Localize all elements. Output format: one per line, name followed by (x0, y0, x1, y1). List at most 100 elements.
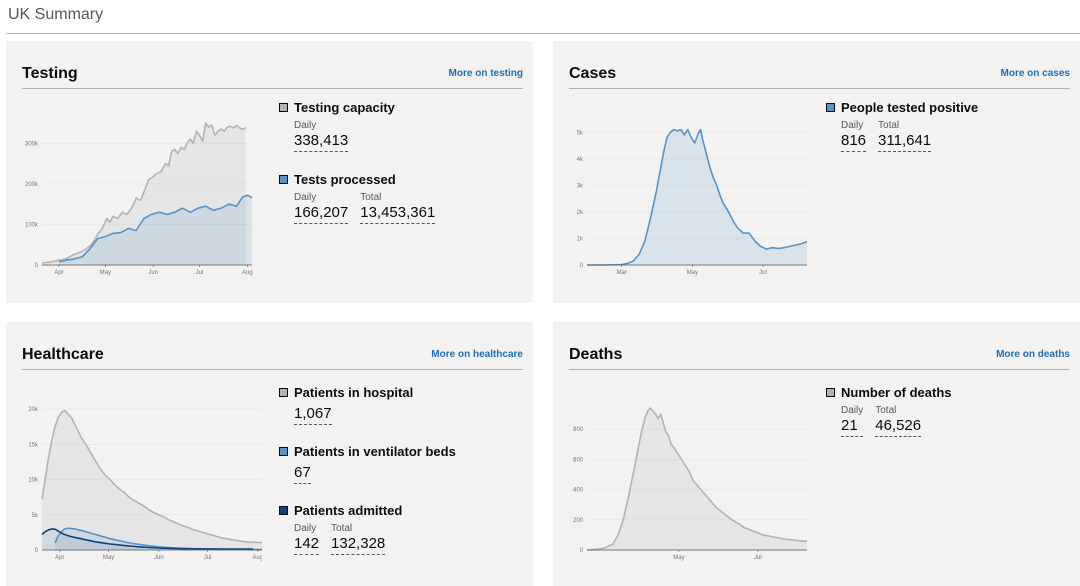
people-tested-positive-label: People tested positive (841, 99, 979, 115)
y-tick-label: 600 (573, 457, 584, 463)
more-on-cases-link[interactable]: More on cases (1000, 68, 1070, 79)
grey-swatch-icon (279, 387, 288, 397)
x-tick-label: Jun (148, 270, 158, 276)
x-tick-label: Apr (54, 270, 63, 276)
testing-card: Testing More on testing 0 100k 200k 300k Apr… (6, 41, 533, 303)
more-on-deaths-link[interactable]: More on deaths (996, 349, 1070, 360)
x-tick-label: May (103, 555, 114, 561)
total-label: Total (331, 523, 353, 534)
tests-processed-daily-value[interactable]: 166,207 (294, 204, 349, 224)
ventilator-beds-value[interactable]: 67 (294, 464, 311, 484)
more-on-testing-link[interactable]: More on testing (448, 68, 523, 79)
y-tick-label: 3k (577, 183, 584, 189)
x-tick-label: Aug (242, 270, 253, 276)
series-area (42, 528, 253, 550)
series-area (59, 195, 252, 265)
x-tick-label: Mar (617, 270, 627, 276)
deaths-card: Deaths More on deaths 0 200 400 600 800 May Ju… (553, 322, 1080, 586)
patients-admitted-metric: Patients admitted Daily 142 Total 132,328 (279, 502, 402, 555)
y-tick-label: 4k (577, 157, 584, 163)
testing-chart: 0 100k 200k 300k Apr May Jun Jul Aug (25, 122, 253, 276)
tests-processed-total-value[interactable]: 13,453,361 (360, 204, 436, 224)
daily-label: Daily (841, 405, 864, 416)
y-tick-label: 800 (573, 427, 584, 433)
navy-swatch-icon (279, 505, 288, 515)
grey-swatch-icon (826, 387, 835, 397)
deaths-title: Deaths (569, 346, 623, 363)
number-of-deaths-label: Number of deaths (841, 384, 952, 400)
series-line (586, 407, 808, 551)
healthcare-title: Healthcare (22, 346, 104, 363)
x-tick-label: Aug (253, 555, 262, 561)
grey-swatch-icon (279, 102, 288, 112)
deaths-total-value[interactable]: 46,526 (875, 417, 922, 437)
x-tick-label: Jul (754, 555, 762, 561)
people-tested-positive-metric: People tested positive Daily 816 Total 311… (826, 99, 978, 152)
y-tick-label: 5k (32, 513, 39, 519)
total-label: Total (878, 120, 900, 131)
y-tick-label: 0 (35, 548, 39, 554)
x-tick-label: May (673, 555, 684, 561)
patients-admitted-total-value[interactable]: 132,328 (331, 535, 386, 555)
daily-label: Daily (841, 120, 864, 131)
ventilator-beds-label: Patients in ventilator beds (294, 443, 456, 459)
testing-title: Testing (22, 65, 78, 82)
y-tick-label: 0 (580, 548, 584, 554)
patients-in-hospital-label: Patients in hospital (294, 384, 414, 400)
series-area (55, 528, 262, 550)
daily-label: Daily (294, 523, 317, 534)
testing-capacity-daily-value[interactable]: 338,413 (294, 132, 349, 152)
healthcare-chart: 0 5k 10k 15k 20k Apr May Jun Jul Aug (28, 407, 262, 561)
x-tick-label: May (100, 270, 111, 276)
blue-swatch-icon (279, 174, 288, 184)
y-tick-label: 300k (25, 141, 39, 147)
daily-label: Daily (294, 192, 317, 203)
patients-in-hospital-metric: Patients in hospital 1,067 (279, 384, 413, 425)
testing-card-header: Testing More on testing (22, 65, 523, 89)
testing-capacity-label: Testing capacity (294, 99, 395, 115)
series-line (58, 194, 253, 263)
y-tick-label: 100k (25, 222, 39, 228)
daily-label: Daily (294, 120, 317, 131)
y-tick-label: 400 (573, 488, 584, 494)
cases-card: Cases More on cases 0 1k 2k 3k 4k 5k Mar May Jul… (553, 41, 1080, 303)
cases-chart: 0 1k 2k 3k 4k 5k Mar May Jul (577, 128, 808, 276)
total-label: Total (360, 192, 382, 203)
series-line (41, 409, 262, 544)
series-line (41, 528, 253, 550)
patients-admitted-label: Patients admitted (294, 502, 403, 518)
y-tick-label: 15k (28, 442, 39, 448)
patients-in-hospital-value[interactable]: 1,067 (294, 405, 332, 425)
cases-card-header: Cases More on cases (569, 65, 1070, 89)
y-tick-label: 5k (577, 130, 584, 136)
y-tick-label: 10k (28, 478, 39, 484)
patients-admitted-daily-value[interactable]: 142 (294, 535, 320, 555)
tests-processed-metric: Tests processed Daily 166,207 Total 13,453… (279, 171, 436, 224)
series-area (587, 129, 807, 265)
testing-capacity-metric: Testing capacity Daily 338,413 (279, 99, 395, 152)
tests-processed-label: Tests processed (294, 171, 396, 187)
deaths-chart: 0 200 400 600 800 May Jul (573, 407, 808, 561)
y-tick-label: 200k (25, 182, 39, 188)
healthcare-card-header: Healthcare More on healthcare (22, 346, 523, 370)
x-tick-label: Jul (204, 555, 212, 561)
blue-swatch-icon (826, 102, 835, 112)
y-tick-label: 0 (35, 263, 39, 269)
y-tick-label: 20k (28, 407, 39, 413)
y-tick-label: 1k (577, 236, 584, 242)
y-tick-label: 2k (577, 210, 584, 216)
positive-total-value[interactable]: 311,641 (878, 132, 932, 152)
y-tick-label: 0 (580, 263, 584, 269)
deaths-daily-value[interactable]: 21 (841, 417, 864, 437)
ventilator-beds-metric: Patients in ventilator beds 67 (279, 443, 456, 484)
blue-swatch-icon (279, 446, 288, 456)
more-on-healthcare-link[interactable]: More on healthcare (431, 349, 523, 360)
positive-daily-value[interactable]: 816 (841, 132, 867, 152)
healthcare-card: Healthcare More on healthcare 0 5k 10k 15k 2… (6, 322, 533, 586)
cases-title: Cases (569, 65, 617, 82)
page-divider (6, 33, 1080, 34)
number-of-deaths-metric: Number of deaths Daily 21 Total 46,526 (826, 384, 952, 437)
deaths-card-header: Deaths More on deaths (569, 346, 1070, 370)
series-area (587, 408, 807, 550)
series-line (41, 122, 247, 264)
